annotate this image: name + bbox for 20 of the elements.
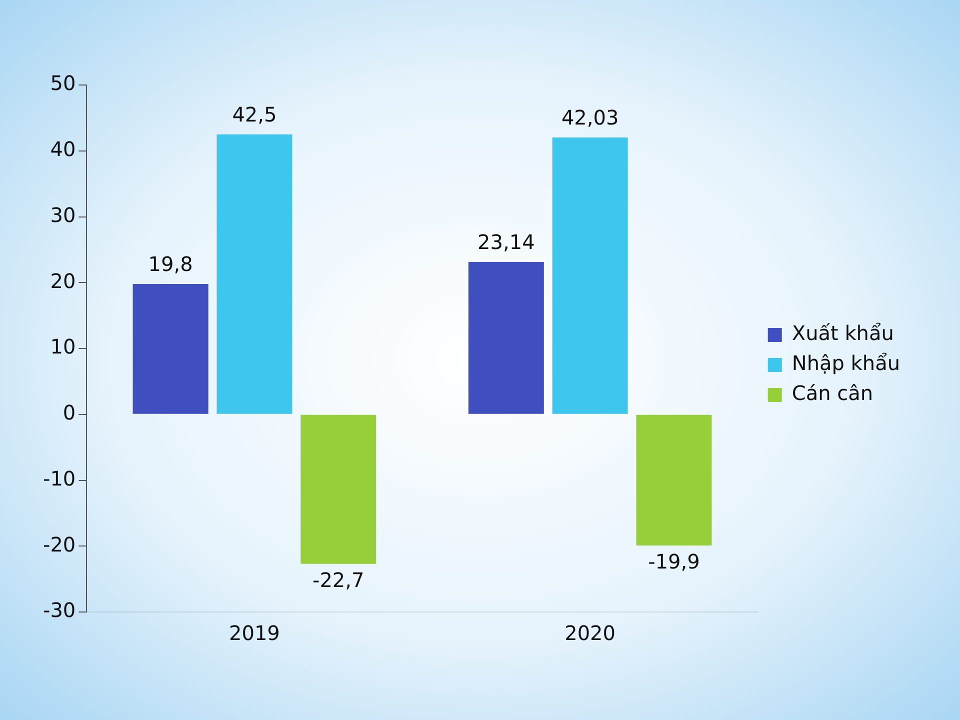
data-label: -19,9 — [648, 550, 700, 574]
y-tick-label: 10 — [50, 334, 76, 359]
legend-label: Xuất khẩu — [792, 321, 894, 346]
y-tick-label: -30 — [42, 598, 76, 622]
legend-label: Nhập khẩu — [792, 351, 900, 376]
y-tick-label: 0 — [62, 400, 76, 425]
data-label: 23,14 — [478, 230, 535, 254]
y-tick-label: -10 — [42, 466, 76, 490]
x-tick-label: 2020 — [564, 621, 616, 646]
y-tick-label: 50 — [50, 71, 76, 96]
y-tick-label: 20 — [50, 268, 76, 293]
y-tick-label: 40 — [50, 137, 76, 162]
data-label: 42,03 — [561, 106, 619, 130]
data-label: -22,7 — [312, 568, 364, 592]
data-label: 19,8 — [148, 252, 193, 276]
y-tick-label: 30 — [50, 202, 76, 227]
data-label: 42,5 — [232, 102, 277, 127]
x-tick-label: 2019 — [229, 621, 280, 646]
y-tick-label: -20 — [42, 532, 76, 556]
legend-label: Cán cân — [792, 381, 874, 406]
